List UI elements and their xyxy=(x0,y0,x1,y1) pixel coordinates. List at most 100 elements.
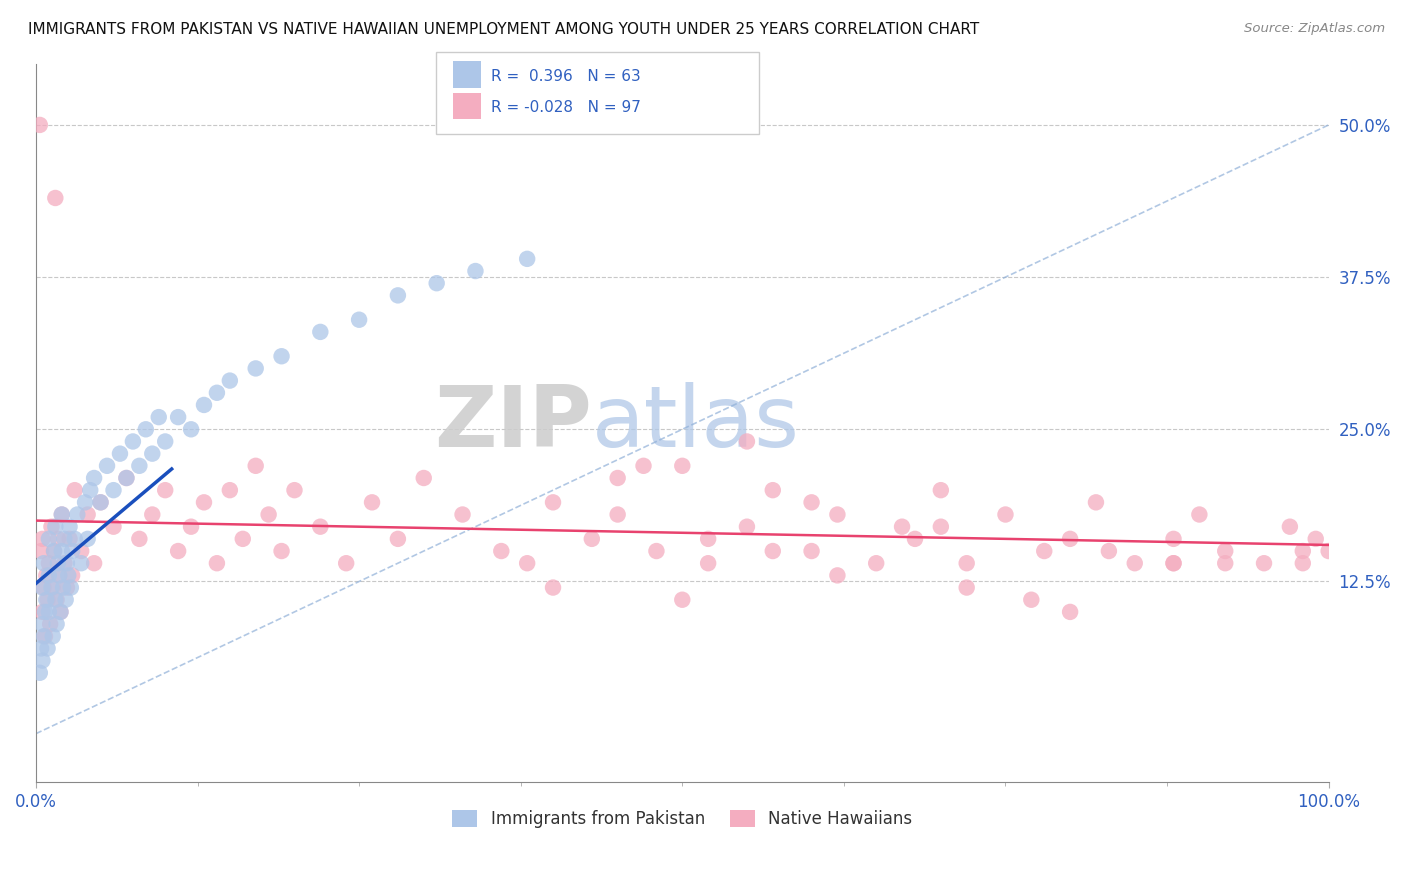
Point xyxy=(31,617,53,632)
Point xyxy=(115,471,138,485)
Point xyxy=(516,556,538,570)
Point xyxy=(39,617,62,632)
Point xyxy=(205,385,228,400)
Point xyxy=(58,568,80,582)
Point xyxy=(148,410,170,425)
Point xyxy=(426,276,449,290)
Point xyxy=(218,374,240,388)
Point xyxy=(697,556,720,570)
Point xyxy=(956,581,979,595)
Point xyxy=(541,581,564,595)
Point xyxy=(800,495,823,509)
Point xyxy=(60,568,83,582)
Point xyxy=(1033,544,1056,558)
Point xyxy=(141,447,163,461)
Point xyxy=(387,532,409,546)
Point xyxy=(38,605,60,619)
Point xyxy=(904,532,927,546)
Point xyxy=(1084,495,1107,509)
Point xyxy=(42,581,65,595)
Point xyxy=(103,483,125,498)
Point xyxy=(60,544,83,558)
Point xyxy=(51,544,73,558)
Point xyxy=(49,605,72,619)
Point xyxy=(541,495,564,509)
Point xyxy=(361,495,384,509)
Point xyxy=(257,508,280,522)
Point xyxy=(1021,592,1043,607)
Point xyxy=(31,581,53,595)
Point xyxy=(44,519,66,533)
Point xyxy=(38,568,60,582)
Point xyxy=(865,556,887,570)
Point xyxy=(1213,556,1236,570)
Point xyxy=(735,519,758,533)
Point xyxy=(671,592,693,607)
Point xyxy=(56,556,79,570)
Point xyxy=(762,483,785,498)
Point xyxy=(51,508,73,522)
Point xyxy=(335,556,357,570)
Point xyxy=(1317,544,1340,558)
Point xyxy=(44,191,66,205)
Point xyxy=(155,483,177,498)
Point xyxy=(929,483,952,498)
Point xyxy=(28,118,51,132)
Point xyxy=(42,544,65,558)
Point xyxy=(1163,556,1185,570)
Text: IMMIGRANTS FROM PAKISTAN VS NATIVE HAWAIIAN UNEMPLOYMENT AMONG YOUTH UNDER 25 YE: IMMIGRANTS FROM PAKISTAN VS NATIVE HAWAI… xyxy=(28,22,980,37)
Point xyxy=(56,581,79,595)
Point xyxy=(1163,532,1185,546)
Point xyxy=(245,361,267,376)
Point xyxy=(956,556,979,570)
Point xyxy=(1059,532,1081,546)
Point xyxy=(108,447,131,461)
Point xyxy=(58,519,80,533)
Point xyxy=(34,605,56,619)
Text: ZIP: ZIP xyxy=(434,382,592,465)
Point xyxy=(155,434,177,449)
Text: R = -0.028   N = 97: R = -0.028 N = 97 xyxy=(491,100,641,115)
Point xyxy=(1098,544,1121,558)
Point xyxy=(63,483,86,498)
Point xyxy=(1305,532,1327,546)
Point xyxy=(37,641,59,656)
Point xyxy=(103,519,125,533)
Point xyxy=(66,508,89,522)
Point xyxy=(122,434,145,449)
Point xyxy=(1213,544,1236,558)
Point xyxy=(516,252,538,266)
Point xyxy=(79,483,101,498)
Point xyxy=(800,544,823,558)
Point xyxy=(45,592,67,607)
Point xyxy=(1059,605,1081,619)
Point xyxy=(30,544,52,558)
Point xyxy=(46,532,69,546)
Point xyxy=(32,556,55,570)
Point xyxy=(51,508,73,522)
Point xyxy=(827,568,849,582)
Point xyxy=(464,264,486,278)
Point xyxy=(387,288,409,302)
Point xyxy=(270,544,292,558)
Point xyxy=(32,581,55,595)
Point xyxy=(73,495,96,509)
Point xyxy=(1292,556,1315,570)
Text: Source: ZipAtlas.com: Source: ZipAtlas.com xyxy=(1244,22,1385,36)
Point xyxy=(38,532,60,546)
Point xyxy=(46,556,69,570)
Point xyxy=(606,471,628,485)
Point xyxy=(270,349,292,363)
Point xyxy=(70,556,93,570)
Point xyxy=(28,665,51,680)
Point xyxy=(633,458,655,473)
Point xyxy=(1123,556,1146,570)
Point xyxy=(167,544,190,558)
Point xyxy=(283,483,305,498)
Point xyxy=(44,592,66,607)
Point xyxy=(193,495,215,509)
Point xyxy=(83,471,105,485)
Point xyxy=(1253,556,1275,570)
Point xyxy=(52,581,75,595)
Point xyxy=(90,495,112,509)
